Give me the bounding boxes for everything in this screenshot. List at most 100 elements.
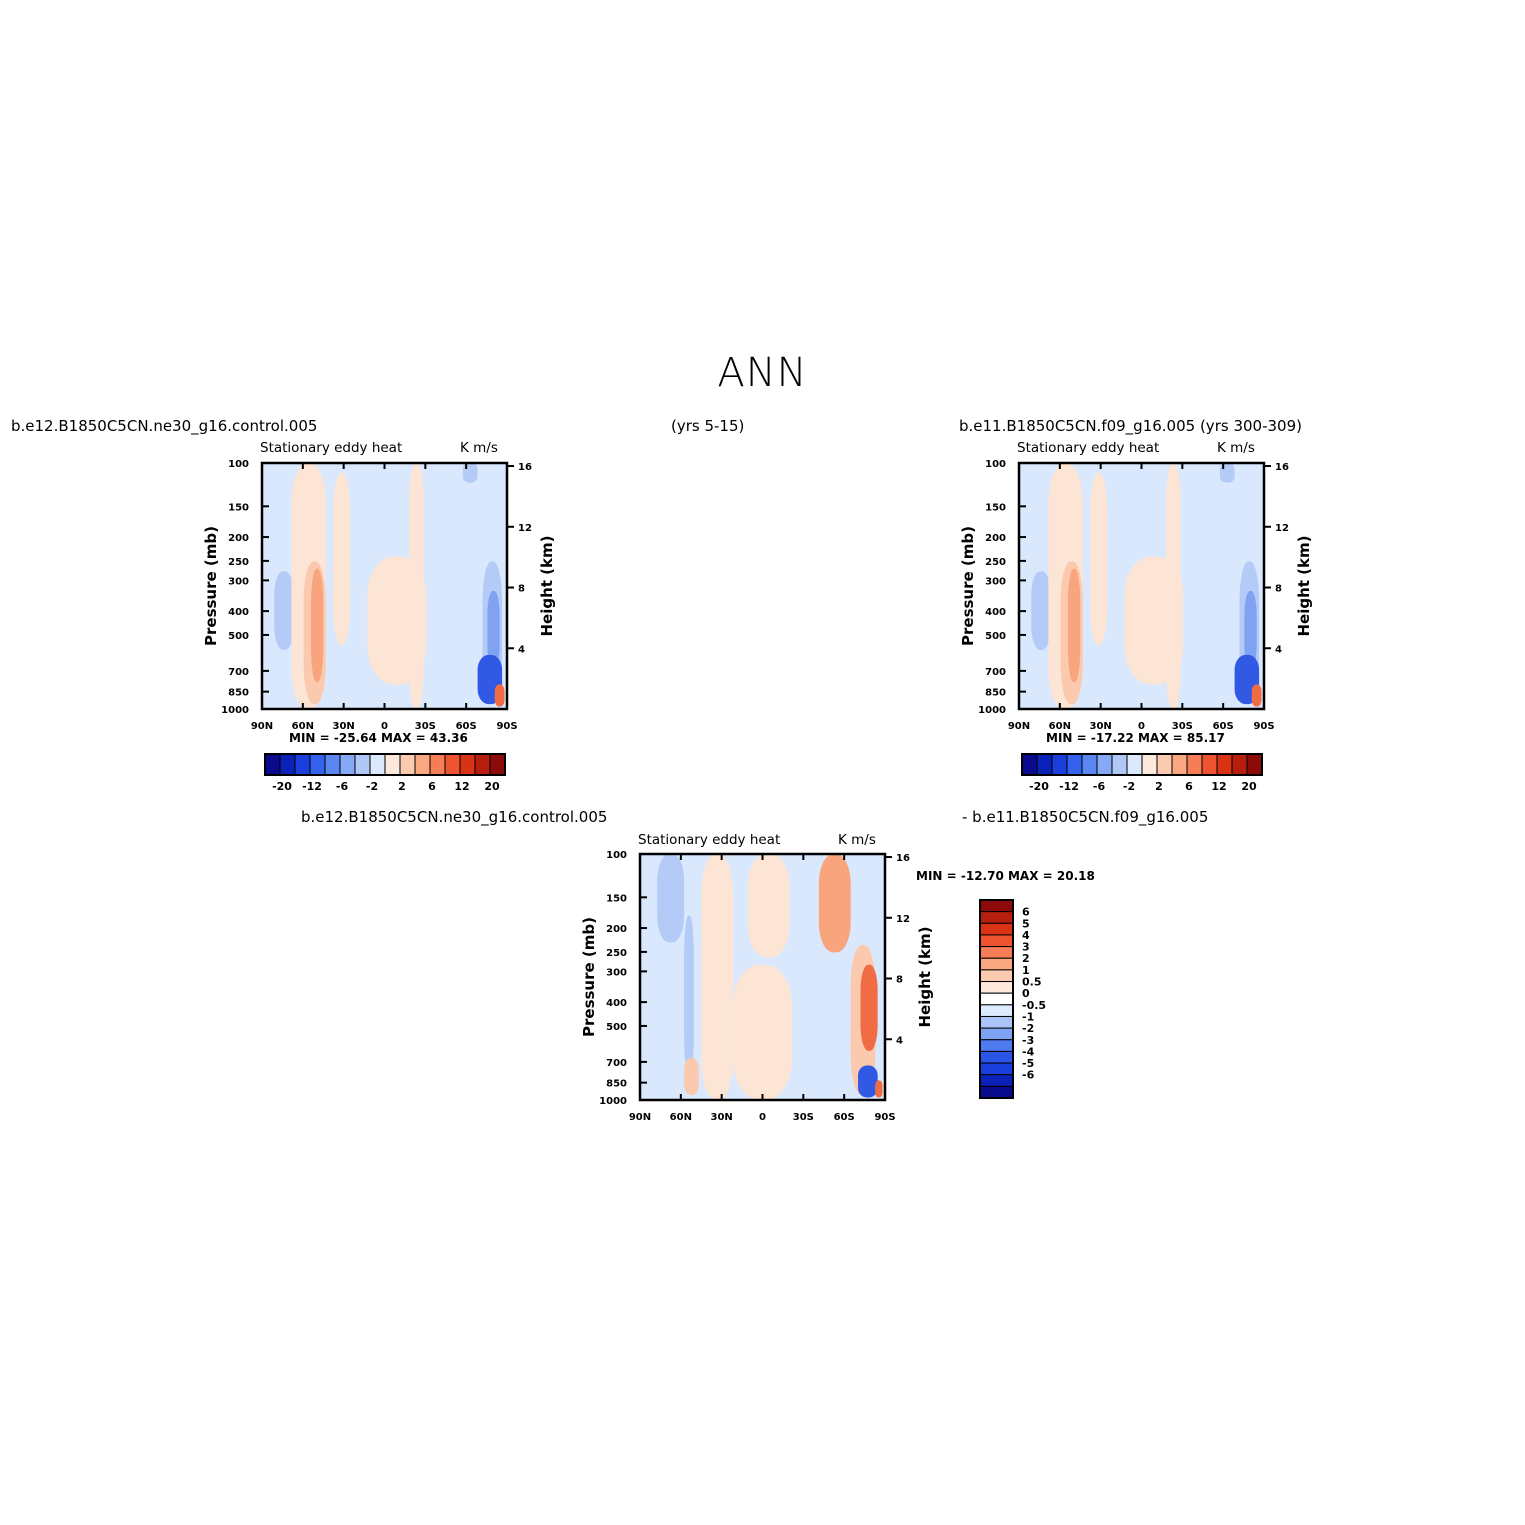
x-tick-label: 60N: [1049, 721, 1071, 732]
y-tick-label: 250: [228, 557, 249, 568]
contour-region: [657, 854, 685, 943]
colorbar-box: [474, 753, 491, 776]
y-tick-label: 300: [606, 967, 627, 978]
height-tick-label: 4: [896, 1035, 903, 1046]
colorbar-tick-label: -12: [1059, 780, 1079, 793]
colorbar-box: [1216, 753, 1233, 776]
colorbar-frame: [264, 753, 506, 776]
colorbar-box: [384, 753, 401, 776]
colorbar-tick-label: 3: [1022, 941, 1030, 954]
colorbar-tick-label: 2: [1155, 780, 1163, 793]
contour-region: [494, 684, 505, 707]
colorbar-box: [979, 1004, 1014, 1017]
colorbar-box: [979, 922, 1014, 936]
colorbar-box: [339, 753, 356, 776]
contour-region: [462, 463, 478, 483]
y-axis-label: Pressure (mb): [580, 917, 598, 1037]
colorbar-tick-label: 1: [1022, 964, 1030, 977]
colorbar-box: [369, 753, 386, 776]
contour-region: [1031, 571, 1051, 650]
colorbar-box: [264, 753, 281, 776]
x-tick-label: 30N: [1090, 721, 1112, 732]
colorbar-tick-label: -12: [302, 780, 322, 793]
contour-region: [1090, 472, 1108, 646]
colorbar-tick-label: -6: [1093, 780, 1106, 793]
height-tick-label: 12: [896, 914, 910, 925]
contour-region: [1166, 463, 1181, 709]
colorbar-box: [279, 753, 296, 776]
case-name-left: b.e12.B1850C5CN.ne30_g16.control.005: [11, 417, 318, 435]
contour-region: [1244, 590, 1257, 670]
colorbar-box: [1171, 753, 1188, 776]
min-max-diff: MIN = -12.70 MAX = 20.18: [916, 869, 1095, 883]
colorbar-box: [979, 957, 1014, 971]
contour-region: [333, 472, 351, 646]
y-tick-label: 700: [606, 1058, 627, 1069]
colorbar-box: [1246, 753, 1263, 776]
x-tick-label: 90S: [874, 1112, 895, 1123]
colorbar-tick-label: -1: [1022, 1010, 1034, 1023]
colorbar-tick-label: 20: [1241, 780, 1257, 793]
colorbar-box: [294, 753, 311, 776]
colorbar-box: [1051, 753, 1068, 776]
units-label-tr: K m/s: [1217, 440, 1255, 456]
height-tick-label: 4: [1275, 644, 1282, 655]
colorbar-tick-label: 0.5: [1022, 976, 1042, 989]
x-tick-label: 0: [759, 1112, 766, 1123]
y-tick-label: 200: [985, 533, 1006, 544]
y-tick-label: 150: [228, 502, 249, 513]
colorbar-box: [979, 1050, 1014, 1064]
colorbar-tick-label: 12: [454, 780, 469, 793]
diff-case-b: - b.e11.B1850C5CN.f09_g16.005: [962, 808, 1209, 826]
colorbar-box: [309, 753, 326, 776]
colorbar-top-right: -20 -12 -6 -2 2 6 12 20: [1021, 753, 1263, 793]
right-axis-label: Height (km): [538, 536, 556, 637]
colorbar-box: [1081, 753, 1098, 776]
colorbar-box: [979, 946, 1014, 959]
colorbar-tick-label: 2: [1022, 952, 1030, 965]
units-label-tl: K m/s: [460, 440, 498, 456]
x-tick-label: 60S: [1213, 721, 1234, 732]
y-tick-label: 1000: [599, 1096, 627, 1107]
y-tick-label: 500: [985, 631, 1006, 642]
y-tick-label: 100: [228, 459, 249, 470]
colorbar-frame: [979, 899, 1014, 1099]
x-tick-label: 30N: [711, 1112, 733, 1123]
y-tick-label: 200: [606, 924, 627, 935]
colorbar-tick-label: 4: [1022, 929, 1030, 942]
x-tick-label: 90N: [1008, 721, 1030, 732]
colorbar-box: [399, 753, 416, 776]
y-tick-label: 850: [228, 688, 249, 699]
x-tick-label: 90S: [496, 721, 517, 732]
colorbar-box: [979, 1062, 1014, 1076]
x-tick-label: 0: [381, 721, 388, 732]
contour-region: [818, 854, 851, 953]
y-tick-label: 150: [985, 502, 1006, 513]
height-tick-label: 8: [896, 975, 903, 986]
y-tick-label: 500: [228, 631, 249, 642]
contour-region: [747, 854, 790, 958]
colorbar-box: [979, 981, 1014, 994]
colorbar-tick-label: -6: [336, 780, 349, 793]
heatmap-top-right: 90N 60N 30N 0 30S 60S 90S 100 150 200 250 300 400 500…: [959, 459, 1313, 732]
colorbar-tick-label: -0.5: [1022, 999, 1046, 1012]
contour-region: [1251, 684, 1262, 707]
height-tick-label: 12: [1275, 523, 1289, 534]
x-tick-label: 0: [1138, 721, 1145, 732]
diff-case-a: b.e12.B1850C5CN.ne30_g16.control.005: [301, 808, 608, 826]
colorbar-tick-label: -3: [1022, 1034, 1034, 1047]
colorbar-box: [324, 753, 341, 776]
colorbar-tick-label: -20: [272, 780, 292, 793]
contour-region: [860, 964, 878, 1051]
colorbar-tick-label: -5: [1022, 1057, 1034, 1070]
var-label-tl: Stationary eddy heat: [260, 440, 403, 456]
height-tick-label: 16: [518, 462, 532, 473]
right-axis-label: Height (km): [916, 927, 934, 1028]
colorbar-box: [429, 753, 446, 776]
colorbar-box: [979, 899, 1014, 913]
years-label: (yrs 5-15): [671, 417, 745, 435]
x-tick-label: 30S: [415, 721, 436, 732]
contour-region: [1068, 568, 1081, 682]
colorbar-box: [979, 1027, 1014, 1041]
